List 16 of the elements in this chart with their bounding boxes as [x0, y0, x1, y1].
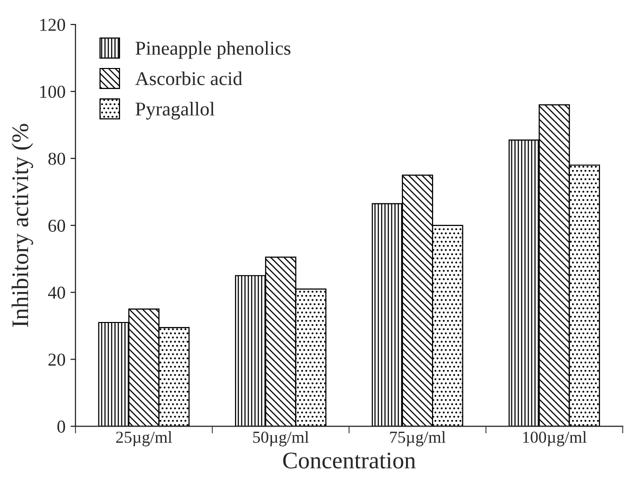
- x-tick-label: 50µg/ml: [253, 431, 309, 446]
- y-tick-label: 0: [57, 420, 66, 433]
- y-tick-label: 60: [48, 220, 66, 232]
- legend-label: Pyragallol: [136, 102, 215, 120]
- legend-label: Pineapple phenolics: [136, 41, 290, 59]
- y-axis-title: Inhibitory activity (%: [12, 124, 34, 327]
- y-tick-label: 40: [48, 286, 66, 299]
- y-tick-label: 80: [48, 152, 66, 165]
- y-tick-label: 20: [48, 354, 66, 366]
- x-axis-title: Concentration: [283, 452, 416, 468]
- x-tick-label: 75µg/ml: [390, 431, 446, 446]
- legend-label: Ascorbic acid: [135, 72, 242, 86]
- y-tick-label: 120: [40, 18, 66, 31]
- y-tick-label: 100: [40, 86, 66, 98]
- x-tick-label: 100µg/ml: [523, 431, 587, 446]
- x-tick-label: 25µg/ml: [116, 431, 172, 446]
